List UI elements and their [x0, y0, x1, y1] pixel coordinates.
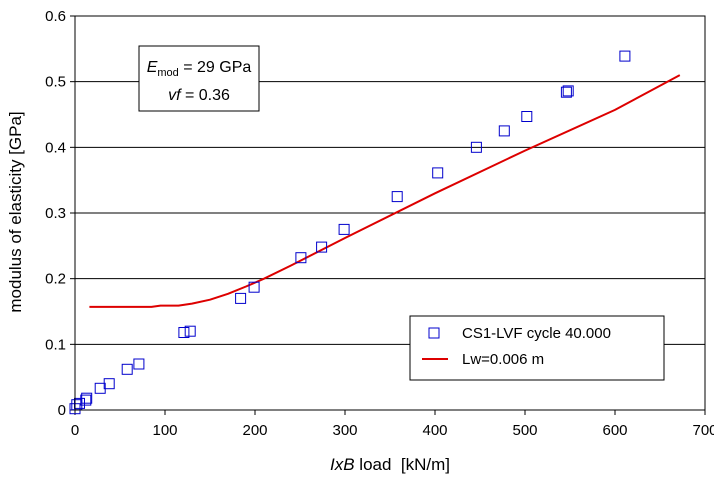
- data-point: [391, 191, 403, 203]
- x-tick-label: 0: [71, 422, 79, 439]
- y-axis-label: modulus of elasticity [GPa]: [6, 111, 25, 312]
- y-tick-label: 0.2: [45, 271, 66, 288]
- x-axis-label: IxB load [kN/m]: [330, 455, 450, 474]
- x-tick-label: 100: [152, 422, 177, 439]
- annotation-line-2: vf = 0.36: [168, 87, 230, 104]
- x-tick-label: 400: [422, 422, 447, 439]
- annotation-symbol-vf: vf: [168, 87, 182, 104]
- legend: CS1-LVF cycle 40.000 Lw=0.006 m: [409, 315, 665, 381]
- y-tick-label: 0: [58, 402, 66, 419]
- data-point: [562, 85, 574, 97]
- y-tick-label: 0.1: [45, 336, 66, 353]
- data-point: [498, 125, 510, 137]
- annotation-value-vf: = 0.36: [181, 87, 230, 104]
- x-tick-label: 700: [692, 422, 714, 439]
- annotation-box: [138, 45, 260, 112]
- annotation-symbol-e: E: [147, 59, 158, 76]
- y-tick-label: 0.5: [45, 74, 66, 91]
- x-tick-label: 200: [242, 422, 267, 439]
- data-point: [235, 292, 247, 304]
- data-point: [178, 327, 190, 338]
- data-point: [560, 86, 572, 98]
- annotation-subscript-mod: mod: [157, 67, 178, 79]
- parameter-annotation: Emod = 29 GPa vf = 0.36: [138, 45, 260, 112]
- x-axis-label-italic: IxB: [330, 455, 355, 474]
- y-tick-label: 0.6: [45, 8, 66, 25]
- data-point: [80, 394, 92, 406]
- x-tick-label: 600: [602, 422, 627, 439]
- data-point: [121, 363, 133, 375]
- tick-labels: 0 0.1 0.2 0.3 0.4 0.5 0.6 0 100 200 300 400 500 600 70…: [45, 8, 714, 439]
- data-point: [103, 378, 115, 390]
- series-line-lw: [89, 74, 681, 308]
- x-axis-label-rest: load [kN/m]: [355, 455, 450, 474]
- data-point: [432, 167, 444, 179]
- legend-label-line: Lw=0.006 m: [462, 351, 544, 368]
- y-tick-label: 0.3: [45, 205, 66, 222]
- data-point: [81, 392, 93, 404]
- x-tick-label: 300: [332, 422, 357, 439]
- data-point: [338, 223, 350, 235]
- plot-frame: [74, 15, 706, 411]
- curves: [89, 74, 681, 308]
- legend-box: [409, 315, 665, 381]
- y-tick-label: 0.4: [45, 139, 66, 156]
- data-point: [133, 358, 145, 370]
- data-point: [184, 325, 196, 337]
- x-tick-label: 500: [512, 422, 537, 439]
- annotation-value-e: = 29 GPa: [179, 59, 252, 76]
- data-point: [295, 252, 307, 264]
- legend-marker-scatter: [428, 327, 440, 339]
- legend-label-scatter: CS1-LVF cycle 40.000: [462, 325, 611, 342]
- annotation-line-1: Emod = 29 GPa: [147, 59, 252, 79]
- data-point: [470, 141, 482, 153]
- markers: [69, 50, 631, 415]
- data-point: [521, 111, 533, 122]
- data-point: [619, 50, 631, 62]
- data-point: [248, 281, 260, 293]
- data-point: [316, 241, 328, 253]
